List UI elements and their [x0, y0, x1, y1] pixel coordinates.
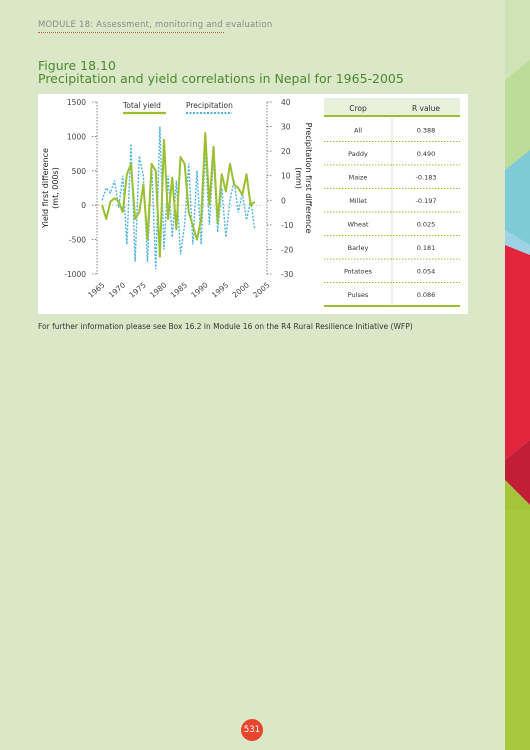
header-rule — [38, 32, 224, 33]
series-total-yield-line — [101, 131, 256, 258]
x-tick-label: 1990 — [189, 280, 210, 299]
y-left-axis-label-line2: (mt, 000s) — [51, 167, 60, 209]
table-cell-r-value: 0.490 — [417, 150, 436, 158]
table-cell-crop: Wheat — [347, 220, 369, 228]
y-right-tick-label: -30 — [281, 270, 293, 279]
y-right-tick-label: -20 — [281, 245, 293, 254]
y-right-tick-label: 0 — [281, 196, 286, 205]
series-precipitation-line — [101, 126, 256, 270]
table-header-bg — [324, 98, 460, 116]
chart-lines — [101, 126, 256, 270]
table-header-r-value: R value — [412, 104, 440, 113]
table-cell-crop: Millet — [349, 197, 367, 205]
y-left-tick-label: 1000 — [67, 132, 86, 141]
x-tick-label: 2000 — [231, 280, 252, 299]
table-cell-r-value: 0.181 — [417, 244, 436, 252]
y-right-axis-label-line2: (mm) — [294, 167, 303, 189]
table-cell-crop: All — [354, 126, 362, 134]
module-header: MODULE 18: Assessment, monitoring and ev… — [38, 20, 273, 30]
y-right-axis-label-line1: Precipitation first difference — [304, 123, 313, 234]
y-right-tick-label: 10 — [281, 172, 291, 181]
y-left-tick-label: -500 — [69, 236, 86, 245]
page-number-badge: 531 — [241, 719, 263, 741]
x-tick-label: 1985 — [169, 280, 190, 299]
chart-svg: 1500 1000 500 0 -500 -1000 40 30 20 10 0 -10 -20 -30 1… — [41, 98, 460, 307]
table-cell-crop: Pulses — [348, 291, 369, 299]
chart-legend: Total yield Precipitation — [122, 101, 233, 115]
legend-total-yield-label: Total yield — [122, 101, 161, 110]
y-right-tick-label: 20 — [281, 147, 291, 156]
table-cell-crop: Potatoes — [344, 267, 373, 275]
table-cell-r-value: 0.086 — [417, 291, 436, 299]
y-left-tick-label: -1000 — [64, 270, 86, 279]
table-cell-r-value: -0.183 — [416, 173, 437, 181]
edge-bar-green-light — [505, 60, 530, 170]
y-right-axis-label: Precipitation first difference(mm) — [294, 123, 313, 234]
y-left-tick-label: 0 — [81, 201, 86, 210]
x-tick-label: 1995 — [210, 280, 231, 299]
x-tick-label: 2005 — [251, 280, 272, 299]
legend-precipitation-label: Precipitation — [186, 101, 233, 110]
x-tick-label: 1975 — [127, 280, 148, 299]
table-cell-crop: Paddy — [348, 150, 368, 158]
x-tick-label: 1970 — [107, 280, 128, 299]
edge-bar-red — [505, 245, 530, 460]
edge-bar-blue — [505, 230, 530, 255]
figure-panel: 1500 1000 500 0 -500 -1000 40 30 20 10 0 -10 -20 -30 1… — [38, 94, 468, 314]
y-right-tick-label: -10 — [281, 221, 293, 230]
y-left-axis-label-line1: Yield first difference — [41, 148, 50, 229]
table-cell-r-value: -0.197 — [416, 197, 437, 205]
y-left-axis-label: Yield first difference(mt, 000s) — [41, 148, 60, 229]
table-cell-r-value: 0.054 — [417, 267, 436, 275]
further-info-note: For further information please see Box 1… — [38, 322, 413, 331]
y-right-tick-label: 40 — [281, 98, 291, 107]
edge-bar-lime — [505, 510, 530, 750]
y-left-tick-label: 500 — [72, 167, 87, 176]
r-value-table: Crop R value All 0.388 Paddy 0.490 Maize -0.183… — [324, 98, 460, 307]
x-tick-label: 1980 — [148, 280, 169, 299]
x-tick-label: 1965 — [86, 280, 107, 299]
table-cell-crop: Maize — [349, 173, 368, 181]
table-cell-r-value: 0.025 — [417, 220, 436, 228]
figure-title: Precipitation and yield correlations in … — [38, 71, 404, 86]
edge-bar-teal — [505, 150, 530, 245]
y-left-tick-label: 1500 — [67, 98, 86, 107]
table-cell-r-value: 0.388 — [417, 126, 436, 134]
table-header-crop: Crop — [349, 104, 367, 113]
edge-color-bar — [505, 0, 530, 750]
table-cell-crop: Barley — [348, 244, 369, 252]
edge-bar-crimson — [505, 440, 530, 505]
y-right-tick-label: 30 — [281, 123, 291, 132]
figure-number: Figure 18.10 — [38, 58, 116, 73]
